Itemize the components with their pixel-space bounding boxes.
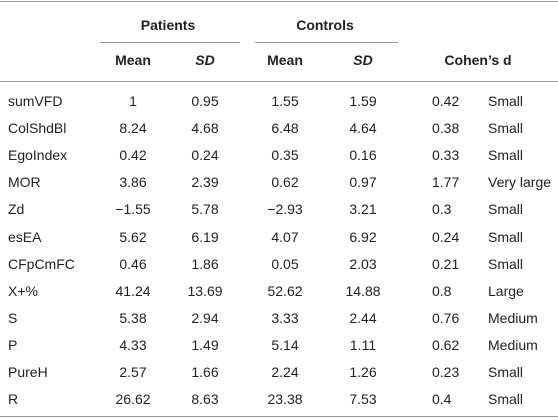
cell: 3.21: [349, 201, 377, 218]
cell: Small: [488, 255, 524, 272]
group-header: Patients: [140, 17, 196, 33]
cell: 4.68: [191, 120, 219, 137]
header-rule: [0, 81, 558, 82]
cell: 3.33: [271, 309, 299, 326]
cell: 0.24: [432, 228, 460, 245]
cell: Medium: [488, 309, 538, 326]
cell: 6.19: [191, 228, 219, 245]
cell: 1.55: [271, 93, 299, 109]
cell: Small: [488, 364, 524, 380]
row-label: CFpCmFC: [8, 255, 75, 272]
cell: 0.95: [191, 93, 219, 109]
cell: 0.38: [432, 120, 460, 137]
group-rule: [255, 42, 398, 43]
group-rule: [100, 42, 240, 43]
cell: 0.16: [349, 147, 377, 164]
row-label: S: [8, 309, 18, 326]
cell: 4.07: [271, 228, 299, 245]
cell: 0.62: [432, 336, 460, 353]
group-header: Controls: [296, 17, 354, 33]
cell: −1.55: [115, 201, 151, 218]
cell: 4.33: [119, 336, 147, 353]
bottom-rule: [0, 416, 558, 417]
cell: 0.42: [432, 93, 460, 109]
cell: Very large: [488, 174, 552, 191]
column-header: Cohen’s d: [444, 52, 512, 68]
cell: 3.86: [119, 174, 147, 191]
cell: Medium: [488, 336, 538, 353]
cell: 26.62: [115, 391, 151, 408]
cell: 23.38: [267, 391, 303, 408]
cell: 1.11: [349, 336, 377, 353]
cell: 1.86: [191, 255, 219, 272]
cell: 0.23: [432, 364, 460, 380]
cell: −2.93: [267, 201, 303, 218]
cell: 1: [129, 93, 137, 109]
column-header: SD: [353, 52, 373, 68]
cell: Small: [488, 391, 524, 408]
cell: 8.24: [119, 120, 147, 137]
cell: 0.24: [191, 147, 219, 164]
cell: Small: [488, 120, 524, 137]
row-label: EgoIndex: [8, 147, 68, 164]
cell: 5.14: [271, 336, 299, 353]
cell: 2.24: [271, 364, 299, 380]
row-label: Zd: [8, 201, 25, 218]
row-label: X+%: [8, 282, 38, 299]
cell: 0.35: [271, 147, 299, 164]
column-header: Mean: [115, 52, 151, 68]
cell: 2.94: [191, 309, 219, 326]
cell: 0.33: [432, 147, 460, 164]
cell: 52.62: [267, 282, 303, 299]
cell: Small: [488, 228, 524, 245]
cell: Small: [488, 147, 524, 164]
cell: 0.4: [432, 391, 452, 408]
cell: 0.62: [271, 174, 299, 191]
cell: 0.42: [119, 147, 147, 164]
cell: 2.44: [349, 309, 377, 326]
cell: 6.92: [349, 228, 377, 245]
row-label: sumVFD: [8, 93, 63, 109]
column-header: Mean: [267, 52, 303, 68]
cell: 1.77: [432, 174, 460, 191]
cell: 0.46: [119, 255, 147, 272]
cell: 8.63: [191, 391, 219, 408]
cell: 5.62: [119, 228, 147, 245]
row-label: R: [8, 391, 19, 408]
cell: 1.59: [349, 93, 377, 109]
cell: Small: [488, 201, 524, 218]
cell: 14.88: [345, 282, 381, 299]
row-label: P: [8, 336, 18, 353]
cell: Small: [488, 93, 524, 109]
cell: 0.76: [432, 309, 460, 326]
cell: 5.38: [119, 309, 147, 326]
cell: 0.21: [432, 255, 460, 272]
row-label: PureH: [8, 364, 48, 380]
cell: Large: [488, 282, 524, 299]
cell: 0.3: [432, 201, 452, 218]
cell: 6.48: [271, 120, 299, 137]
cell: 2.57: [119, 364, 147, 380]
cell: 5.78: [191, 201, 219, 218]
cell: 1.49: [191, 336, 219, 353]
cell: 7.53: [349, 391, 377, 408]
cell: 2.03: [349, 255, 377, 272]
cell: 0.05: [271, 255, 299, 272]
cell: 13.69: [187, 282, 223, 299]
row-label: MOR: [8, 174, 41, 191]
cell: 1.26: [349, 364, 377, 380]
cell: 4.64: [349, 120, 377, 137]
row-label: ColShdBl: [8, 120, 67, 137]
cell: 0.97: [349, 174, 377, 191]
cell: 2.39: [191, 174, 219, 191]
cell: 0.8: [432, 282, 452, 299]
cell: 41.24: [115, 282, 151, 299]
column-header: SD: [195, 52, 215, 68]
row-label: esEA: [8, 228, 42, 245]
cell: 1.66: [191, 364, 219, 380]
top-rule: [0, 1, 558, 2]
